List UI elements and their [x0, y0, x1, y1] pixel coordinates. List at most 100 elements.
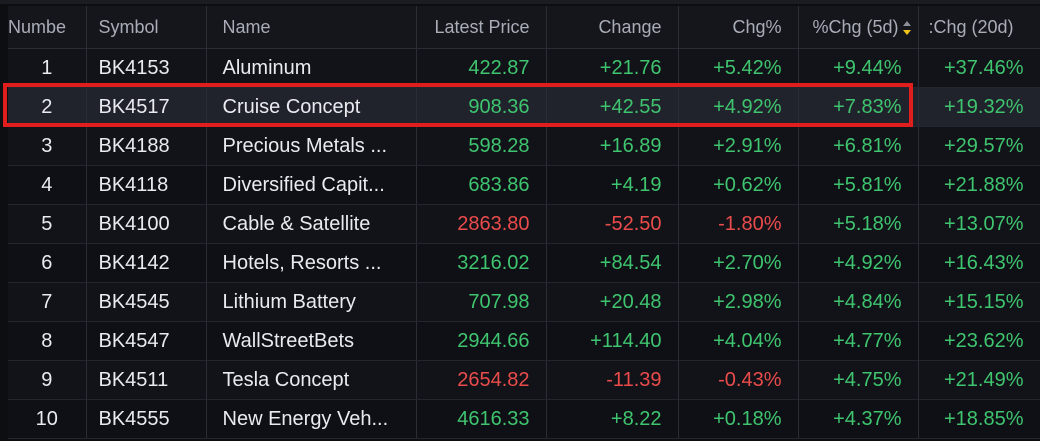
- cell-number: 2: [8, 87, 87, 127]
- cell-chg-20d: +13.07%: [918, 204, 1040, 244]
- table-row[interactable]: 9 BK4511 Tesla Concept 2654.82 -11.39 -0.43% +…: [8, 360, 1040, 400]
- cell-latest-price: 2944.66: [416, 321, 547, 361]
- cell-change: -11.39: [546, 360, 679, 400]
- table-row[interactable]: 5 BK4100 Cable & Satellite 2863.80 -52.50 -1.…: [8, 204, 1040, 244]
- cell-chg-20d: +29.57%: [918, 126, 1040, 166]
- cell-chg-pct: +2.98%: [678, 282, 799, 322]
- table-row[interactable]: 7 BK4545 Lithium Battery 707.98 +20.48 +2.98%…: [8, 282, 1040, 322]
- cell-latest-price: 3216.02: [416, 243, 547, 283]
- table-row[interactable]: 2 BK4517 Cruise Concept 908.36 +42.55 +4.92% +…: [8, 87, 1040, 127]
- cell-chg-5d: +6.81%: [798, 126, 919, 166]
- cell-chg-5d: +4.75%: [798, 360, 919, 400]
- table-row[interactable]: 1 BK4153 Aluminum 422.87 +21.76 +5.42% +9.44% +…: [8, 48, 1040, 88]
- table-row[interactable]: 4 BK4118 Diversified Capit... 683.86 +4.19 +0…: [8, 165, 1040, 205]
- cell-chg-pct: -1.80%: [678, 204, 799, 244]
- cell-symbol: BK4100: [86, 204, 207, 244]
- cell-number: 10: [8, 399, 87, 439]
- cell-change: +84.54: [546, 243, 679, 283]
- cell-name: Tesla Concept: [206, 360, 417, 400]
- cell-change: +20.48: [546, 282, 679, 322]
- cell-change: -52.50: [546, 204, 679, 244]
- cell-change: +114.40: [546, 321, 679, 361]
- cell-number: 4: [8, 165, 87, 205]
- cell-chg-20d: +19.32%: [918, 87, 1040, 127]
- cell-number: 9: [8, 360, 87, 400]
- table-row[interactable]: 8 BK4547 WallStreetBets 2944.66 +114.40 +4.04…: [8, 321, 1040, 361]
- cell-chg-pct: +2.91%: [678, 126, 799, 166]
- cell-latest-price: 2654.82: [416, 360, 547, 400]
- column-header-chg-5d-label: %Chg (5d): [812, 16, 899, 37]
- cell-name: Diversified Capit...: [206, 165, 417, 205]
- cell-latest-price: 707.98: [416, 282, 547, 322]
- cell-symbol: BK4118: [86, 165, 207, 205]
- cell-latest-price: 4616.33: [416, 399, 547, 439]
- cell-number: 1: [8, 48, 87, 88]
- column-header-number[interactable]: Numbe: [8, 6, 87, 49]
- column-header-chg-pct[interactable]: Chg%: [678, 6, 799, 49]
- cell-chg-20d: +21.88%: [918, 165, 1040, 205]
- cell-chg-pct: +0.18%: [678, 399, 799, 439]
- cell-name: New Energy Veh...: [206, 399, 417, 439]
- cell-name: WallStreetBets: [206, 321, 417, 361]
- table-row[interactable]: 6 BK4142 Hotels, Resorts ... 3216.02 +84.54 +…: [8, 243, 1040, 283]
- table-row[interactable]: 3 BK4188 Precious Metals ... 598.28 +16.89 +2…: [8, 126, 1040, 166]
- cell-change: +4.19: [546, 165, 679, 205]
- cell-chg-5d: +5.18%: [798, 204, 919, 244]
- cell-change: +16.89: [546, 126, 679, 166]
- cell-chg-5d: +5.81%: [798, 165, 919, 205]
- cell-chg-20d: +15.15%: [918, 282, 1040, 322]
- cell-number: 5: [8, 204, 87, 244]
- cell-chg-pct: +4.92%: [678, 87, 799, 127]
- column-header-latest-price[interactable]: Latest Price: [416, 6, 547, 49]
- cell-symbol: BK4153: [86, 48, 207, 88]
- cell-latest-price: 422.87: [416, 48, 547, 88]
- cell-number: 8: [8, 321, 87, 361]
- header-row: Numbe Symbol Name Latest Price Change Ch…: [8, 6, 1040, 49]
- cell-symbol: BK4555: [86, 399, 207, 439]
- cell-symbol: BK4547: [86, 321, 207, 361]
- cell-chg-20d: +18.85%: [918, 399, 1040, 439]
- cell-symbol: BK4142: [86, 243, 207, 283]
- table-header: Numbe Symbol Name Latest Price Change Ch…: [8, 6, 1040, 49]
- cell-chg-20d: +16.43%: [918, 243, 1040, 283]
- cell-chg-20d: +21.49%: [918, 360, 1040, 400]
- cell-name: Hotels, Resorts ...: [206, 243, 417, 283]
- cell-number: 7: [8, 282, 87, 322]
- column-header-chg-20d[interactable]: :Chg (20d): [918, 6, 1040, 49]
- cell-symbol: BK4188: [86, 126, 207, 166]
- cell-chg-pct: -0.43%: [678, 360, 799, 400]
- cell-latest-price: 2863.80: [416, 204, 547, 244]
- sort-desc-icon[interactable]: [902, 20, 912, 36]
- cell-chg-5d: +4.37%: [798, 399, 919, 439]
- column-header-change[interactable]: Change: [546, 6, 679, 49]
- cell-name: Lithium Battery: [206, 282, 417, 322]
- cell-name: Precious Metals ...: [206, 126, 417, 166]
- cell-latest-price: 683.86: [416, 165, 547, 205]
- cell-name: Cable & Satellite: [206, 204, 417, 244]
- cell-symbol: BK4545: [86, 282, 207, 322]
- cell-chg-5d: +4.92%: [798, 243, 919, 283]
- cell-chg-5d: +9.44%: [798, 48, 919, 88]
- cell-name: Cruise Concept: [206, 87, 417, 127]
- cell-symbol: BK4511: [86, 360, 207, 400]
- cell-change: +21.76: [546, 48, 679, 88]
- cell-change: +42.55: [546, 87, 679, 127]
- column-header-name[interactable]: Name: [206, 6, 417, 49]
- top-border: [0, 0, 1040, 4]
- cell-chg-pct: +0.62%: [678, 165, 799, 205]
- cell-name: Aluminum: [206, 48, 417, 88]
- cell-chg-pct: +4.04%: [678, 321, 799, 361]
- cell-chg-5d: +4.84%: [798, 282, 919, 322]
- cell-change: +8.22: [546, 399, 679, 439]
- cell-chg-5d: +7.83%: [798, 87, 919, 127]
- column-header-symbol[interactable]: Symbol: [86, 6, 207, 49]
- cell-chg-pct: +2.70%: [678, 243, 799, 283]
- cell-number: 3: [8, 126, 87, 166]
- cell-chg-20d: +37.46%: [918, 48, 1040, 88]
- table-row[interactable]: 10 BK4555 New Energy Veh... 4616.33 +8.22 +0.…: [8, 399, 1040, 439]
- cell-chg-pct: +5.42%: [678, 48, 799, 88]
- cell-number: 6: [8, 243, 87, 283]
- cell-latest-price: 908.36: [416, 87, 547, 127]
- column-header-chg-5d[interactable]: %Chg (5d): [798, 6, 919, 49]
